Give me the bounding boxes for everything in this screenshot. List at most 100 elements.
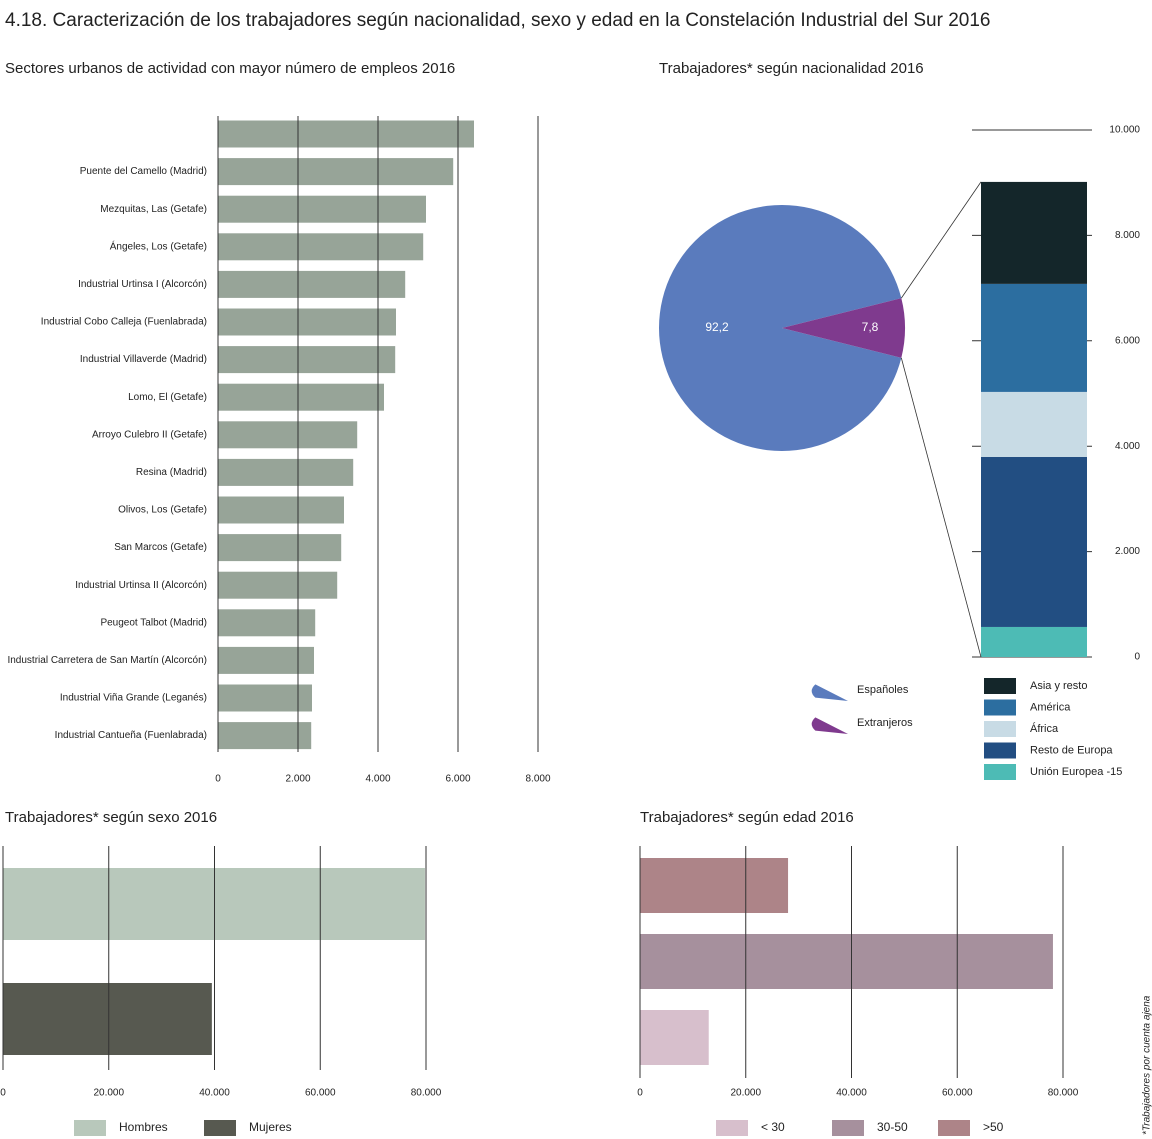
bar (3, 868, 425, 940)
category-label: Industrial Urtinsa II (Alcorcón) (75, 580, 207, 591)
bar (218, 270, 406, 298)
y-tick-label: 2.000 (1115, 546, 1140, 557)
bar-segment (981, 626, 1087, 657)
bar (640, 858, 789, 913)
pie-label: 92,2 (705, 320, 729, 334)
legend-label: Mujeres (249, 1120, 292, 1134)
bar (3, 983, 212, 1055)
bar (218, 120, 474, 148)
legend-swatch (832, 1120, 864, 1136)
x-tick-label: 80.000 (411, 1088, 442, 1099)
legend-swatch (811, 717, 848, 734)
chart-title: Sectores urbanos de actividad con mayor … (5, 60, 455, 77)
category-label: Lomo, El (Getafe) (128, 392, 207, 403)
bar-segment (981, 181, 1087, 284)
legend-label: Unión Europea -15 (1030, 766, 1122, 778)
x-tick-label: 40.000 (199, 1088, 230, 1099)
y-tick-label: 8.000 (1115, 230, 1140, 241)
legend-label: Españoles (857, 684, 909, 696)
bar (218, 684, 312, 712)
x-tick-label: 6.000 (445, 774, 470, 785)
legend-swatch (984, 721, 1016, 737)
legend-label: África (1030, 722, 1059, 735)
x-tick-label: 0 (637, 1088, 643, 1099)
bar (218, 383, 384, 411)
y-tick-label: 6.000 (1115, 335, 1140, 346)
pie-slice (782, 298, 905, 358)
x-tick-label: 4.000 (365, 774, 390, 785)
category-label: Industrial Cobo Calleja (Fuenlabrada) (41, 317, 207, 328)
category-label: San Marcos (Getafe) (114, 542, 207, 553)
y-tick-label: 0 (1134, 652, 1140, 663)
bar-segment (981, 391, 1087, 458)
category-label: Mezquitas, Las (Getafe) (100, 204, 207, 215)
bar (218, 722, 312, 750)
y-tick-label: 4.000 (1115, 441, 1140, 452)
category-label: Olivos, Los (Getafe) (118, 505, 207, 516)
legend-swatch (204, 1120, 236, 1136)
legend-swatch (984, 764, 1016, 780)
footnote: *Trabajadores por cuenta ajena (1142, 995, 1152, 1135)
category-label: Industrial Cantueña (Fuenlabrada) (55, 730, 207, 741)
category-label: Industrial Carretera de San Martín (Alco… (7, 655, 207, 666)
y-tick-label: 10.000 (1109, 125, 1140, 136)
legend-swatch (984, 742, 1016, 759)
legend-label: América (1030, 701, 1071, 713)
x-tick-label: 60.000 (942, 1088, 973, 1099)
x-tick-label: 40.000 (836, 1088, 867, 1099)
bar (218, 571, 338, 599)
bar (218, 346, 396, 374)
legend-swatch (984, 699, 1016, 716)
connector (900, 357, 982, 658)
legend-label: < 30 (761, 1120, 785, 1134)
chart-title: Trabajadores* según edad 2016 (640, 809, 854, 826)
legend-swatch (74, 1120, 106, 1136)
x-tick-label: 0 (0, 1088, 6, 1099)
x-tick-label: 60.000 (305, 1088, 336, 1099)
legend-swatch (984, 678, 1016, 694)
bar (218, 195, 426, 223)
chart-title: Trabajadores* según nacionalidad 2016 (659, 60, 924, 77)
bar (218, 609, 316, 637)
bar (218, 233, 424, 261)
bar (218, 308, 396, 336)
bar (640, 934, 1053, 989)
x-tick-label: 8.000 (525, 774, 550, 785)
x-tick-label: 2.000 (285, 774, 310, 785)
category-label: Arroyo Culebro II (Getafe) (92, 429, 207, 440)
category-label: Industrial Urtinsa I (Alcorcón) (78, 279, 207, 290)
legend-label: Asia y resto (1030, 680, 1087, 692)
legend-label: >50 (983, 1120, 1004, 1134)
bar (218, 421, 358, 449)
bar (218, 458, 354, 486)
x-tick-label: 0 (215, 774, 221, 785)
page-title: 4.18. Caracterización de los trabajadore… (5, 10, 990, 31)
category-label: Puente del Camello (Madrid) (80, 166, 207, 177)
legend-label: 30-50 (877, 1120, 908, 1134)
bar-segment (981, 283, 1087, 392)
category-label: Industrial Viña Grande (Leganés) (60, 693, 207, 704)
legend-label: Resto de Europa (1030, 744, 1113, 756)
bar-segment (981, 457, 1087, 627)
x-tick-label: 20.000 (730, 1088, 761, 1099)
category-label: Peugeot Talbot (Madrid) (100, 617, 207, 628)
legend-label: Hombres (119, 1120, 168, 1134)
chart-title: Trabajadores* según sexo 2016 (5, 809, 217, 826)
connector (900, 181, 982, 299)
pie-label: 7,8 (862, 320, 879, 334)
category-label: Industrial Villaverde (Madrid) (80, 354, 207, 365)
bar (218, 158, 454, 186)
bar (218, 496, 344, 524)
category-label: Ángeles, Los (Getafe) (110, 239, 207, 252)
x-tick-label: 80.000 (1048, 1088, 1079, 1099)
bar (640, 1010, 709, 1065)
legend-swatch (811, 684, 848, 701)
category-label: Resina (Madrid) (136, 467, 207, 478)
x-tick-label: 20.000 (93, 1088, 124, 1099)
pie-slice (659, 204, 902, 451)
bar (218, 534, 342, 562)
legend-swatch (716, 1120, 748, 1136)
legend-label: Extranjeros (857, 717, 913, 729)
legend-swatch (938, 1120, 970, 1136)
